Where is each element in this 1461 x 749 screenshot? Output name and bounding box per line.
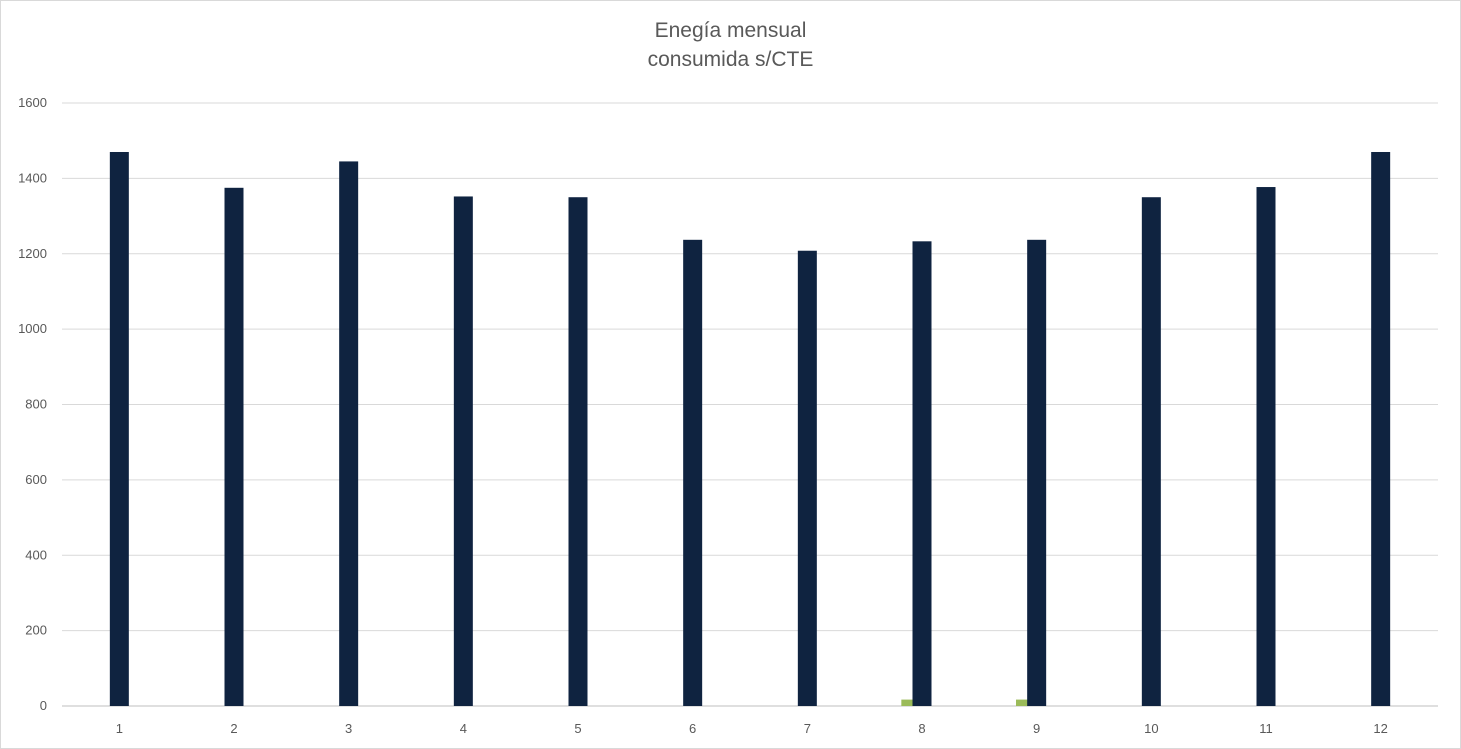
bar-series-1-cat-9 bbox=[1027, 239, 1047, 707]
bar-series-1-cat-4 bbox=[453, 196, 473, 706]
y-tick-label: 1000 bbox=[18, 321, 47, 336]
bar-series-2-cat-8 bbox=[1016, 699, 1035, 706]
y-tick-label: 1400 bbox=[18, 170, 47, 185]
x-tick-label: 3 bbox=[345, 721, 352, 736]
bar-series-1-cat-12 bbox=[1371, 151, 1391, 706]
bar-series-2-cat-7 bbox=[901, 699, 921, 706]
bar-series-1-cat-10 bbox=[1141, 197, 1161, 706]
y-tick-label: 1200 bbox=[18, 246, 47, 261]
bar-series-1-cat-8 bbox=[912, 241, 932, 707]
chart-title: Enegía mensual consumida s/CTE bbox=[0, 16, 1461, 74]
x-tick-label: 7 bbox=[804, 721, 811, 736]
bar-series-1-cat-6 bbox=[683, 239, 703, 707]
bar-series-1-cat-11 bbox=[1256, 187, 1276, 707]
y-tick-label: 800 bbox=[25, 397, 47, 412]
chart-title-line-1: Enegía mensual bbox=[654, 19, 807, 42]
y-tick-label: 0 bbox=[40, 698, 47, 713]
x-tick-label: 11 bbox=[1259, 721, 1273, 736]
x-tick-label: 10 bbox=[1144, 721, 1158, 736]
x-tick-label: 8 bbox=[918, 721, 925, 736]
bar-series-1-cat-1 bbox=[109, 151, 129, 706]
bar-series-1-cat-2 bbox=[224, 187, 244, 706]
bar-series-1-cat-7 bbox=[797, 250, 817, 707]
x-tick-label: 1 bbox=[116, 721, 123, 736]
y-tick-label: 400 bbox=[25, 547, 47, 562]
bar-series-1-cat-3 bbox=[339, 161, 359, 706]
y-tick-label: 200 bbox=[25, 623, 47, 638]
x-tick-label: 4 bbox=[460, 721, 467, 736]
x-tick-label: 2 bbox=[230, 721, 237, 736]
x-tick-label: 6 bbox=[689, 721, 696, 736]
x-tick-label: 12 bbox=[1373, 721, 1387, 736]
y-tick-label: 1600 bbox=[18, 95, 47, 110]
x-tick-label: 5 bbox=[574, 721, 581, 736]
x-tick-label: 9 bbox=[1033, 721, 1040, 736]
chart-title-line-2: consumida s/CTE bbox=[647, 48, 814, 71]
bar-series-1-cat-5 bbox=[568, 197, 588, 706]
y-tick-label: 600 bbox=[25, 472, 47, 487]
